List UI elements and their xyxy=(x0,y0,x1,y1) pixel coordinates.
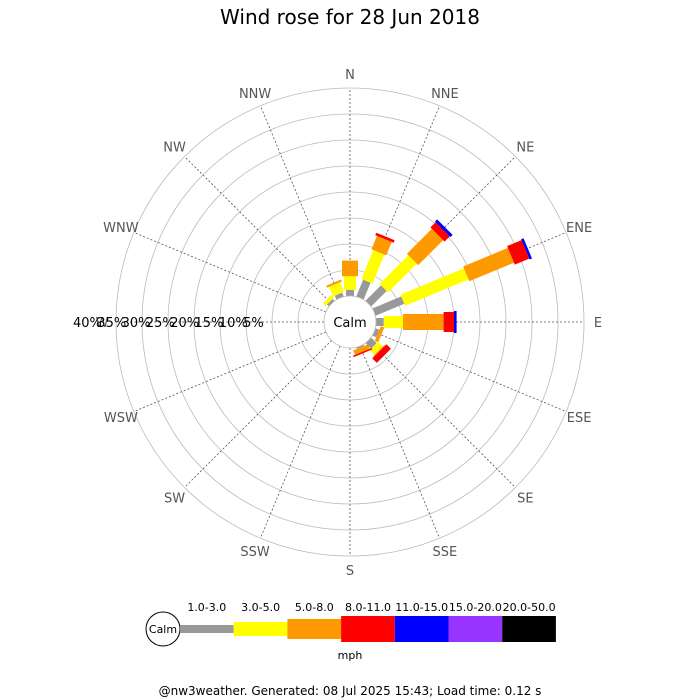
direction-label-nne: NNE xyxy=(431,87,459,102)
direction-label-sse: SSE xyxy=(433,545,458,560)
petal-ene-bin-0 xyxy=(372,296,405,316)
legend-label-1: 3.0-5.0 xyxy=(241,601,280,614)
direction-label-ese: ESE xyxy=(567,411,592,426)
petal-ne-bin-4 xyxy=(434,219,453,238)
petal-ese-bin-0 xyxy=(372,328,380,338)
legend-calm-label: Calm xyxy=(149,623,177,636)
ring-labels: 40%35%30%25%20%15%10%5% xyxy=(73,316,264,331)
petal-nne-bin-1 xyxy=(361,250,385,284)
legend-swatch-2 xyxy=(287,619,342,639)
petal-n-bin-0 xyxy=(346,289,354,296)
spoke-sse xyxy=(359,345,440,539)
petal-ese-bin-2 xyxy=(374,326,385,343)
petal-ne-bin-1 xyxy=(379,255,417,293)
direction-label-nw: NW xyxy=(163,141,186,156)
petal-e-bin-1 xyxy=(383,316,403,328)
petal-ene-bin-4 xyxy=(521,238,532,260)
ring-label-40: 40% xyxy=(73,316,102,331)
petal-e-bin-2 xyxy=(403,314,444,330)
ring-label-20: 20% xyxy=(170,316,199,331)
legend-swatch-3 xyxy=(341,616,395,642)
petal-nne-bin-2 xyxy=(371,235,392,256)
petal-sse-bin-2 xyxy=(353,344,370,355)
legend-label-6: 20.0-50.0 xyxy=(503,601,556,614)
speed-legend: Calm 1.0-3.0 3.0-5.0 5.0-8.0 8.0-11.0 11.0-15… xyxy=(145,601,556,662)
legend-label-4: 11.0-15.0 xyxy=(395,601,448,614)
ring-label-30: 30% xyxy=(122,316,151,331)
petal-ne-bin-0 xyxy=(365,285,387,307)
petal-n-bin-1 xyxy=(344,276,356,290)
direction-label-n: N xyxy=(345,68,355,83)
legend-swatch-0 xyxy=(180,625,234,633)
direction-label-ene: ENE xyxy=(566,221,592,236)
legend-units: mph xyxy=(338,649,363,662)
petal-nne-bin-0 xyxy=(356,279,371,300)
petal-e-bin-3 xyxy=(443,312,454,332)
direction-label-ne: NE xyxy=(516,141,534,156)
spoke-nw xyxy=(184,156,332,304)
legend-label-2: 5.0-8.0 xyxy=(295,601,334,614)
direction-label-se: SE xyxy=(517,491,533,506)
footer-text: @nw3weather. Generated: 08 Jul 2025 15:4… xyxy=(159,684,542,698)
direction-label-s: S xyxy=(346,564,354,579)
calm-center: Calm xyxy=(323,295,377,349)
direction-label-w: W xyxy=(96,316,109,331)
petal-sse-bin-3 xyxy=(353,348,373,358)
chart-title: Wind rose for 28 Jun 2018 xyxy=(220,5,480,29)
spoke-nnw xyxy=(260,105,341,299)
spoke-wsw xyxy=(133,331,327,412)
petal-nw-bin-0 xyxy=(326,298,335,307)
spoke-wnw xyxy=(133,232,327,313)
petal-n-bin-2 xyxy=(342,260,358,277)
petal-e-bin-0 xyxy=(376,318,384,326)
petal-nnw-bin-1 xyxy=(328,282,344,297)
direction-label-sw: SW xyxy=(164,491,185,506)
petal-e-bin-4 xyxy=(454,311,457,333)
legend-swatch-6 xyxy=(502,616,556,642)
spoke-ssw xyxy=(260,345,341,539)
petal-ene-bin-3 xyxy=(507,240,530,265)
legend-swatch-4 xyxy=(394,616,449,642)
ring-label-15: 15% xyxy=(195,316,224,331)
spoke-se xyxy=(368,340,516,488)
legend-swatch-1 xyxy=(233,622,288,636)
legend-label-0: 1.0-3.0 xyxy=(187,601,226,614)
ring-label-5: 5% xyxy=(243,316,264,331)
petal-ne-bin-3 xyxy=(430,222,450,242)
grid-ring-40 xyxy=(115,87,585,557)
petal-ne-bin-2 xyxy=(406,228,444,266)
petal-se-bin-1 xyxy=(369,341,383,355)
petal-ene-bin-2 xyxy=(463,247,514,282)
legend-label-3: 8.0-11.0 xyxy=(345,601,391,614)
petal-nne-bin-3 xyxy=(375,232,395,243)
direction-label-wsw: WSW xyxy=(104,411,138,426)
petal-nnw-bin-0 xyxy=(334,292,344,300)
petal-nw-bin-1 xyxy=(323,295,334,306)
ring-label-10: 10% xyxy=(219,316,248,331)
wind-petals xyxy=(323,219,532,363)
direction-label-ssw: SSW xyxy=(240,545,270,560)
calm-circle xyxy=(323,295,377,349)
petal-nnw-bin-2 xyxy=(326,279,342,288)
petal-ene-bin-1 xyxy=(400,268,469,306)
petal-se-bin-2 xyxy=(373,345,386,358)
direction-label-wnw: WNW xyxy=(103,221,139,236)
spoke-sw xyxy=(184,340,332,488)
legend-label-5: 15.0-20.0 xyxy=(449,601,502,614)
direction-labels: N NNE NE ENE E ESE SE SSE S SSW SW WSW W WNW NW NNW xyxy=(96,68,603,579)
ring-label-25: 25% xyxy=(146,316,175,331)
direction-label-nnw: NNW xyxy=(239,87,271,102)
petal-se-bin-3 xyxy=(372,344,391,363)
ring-label-35: 35% xyxy=(97,316,126,331)
spoke-ese xyxy=(373,331,567,412)
legend-swatch-5 xyxy=(448,616,503,642)
petal-sse-bin-0 xyxy=(356,344,365,349)
direction-label-e: E xyxy=(594,316,602,331)
spoke-nne xyxy=(359,105,440,299)
calm-label: Calm xyxy=(333,316,366,331)
